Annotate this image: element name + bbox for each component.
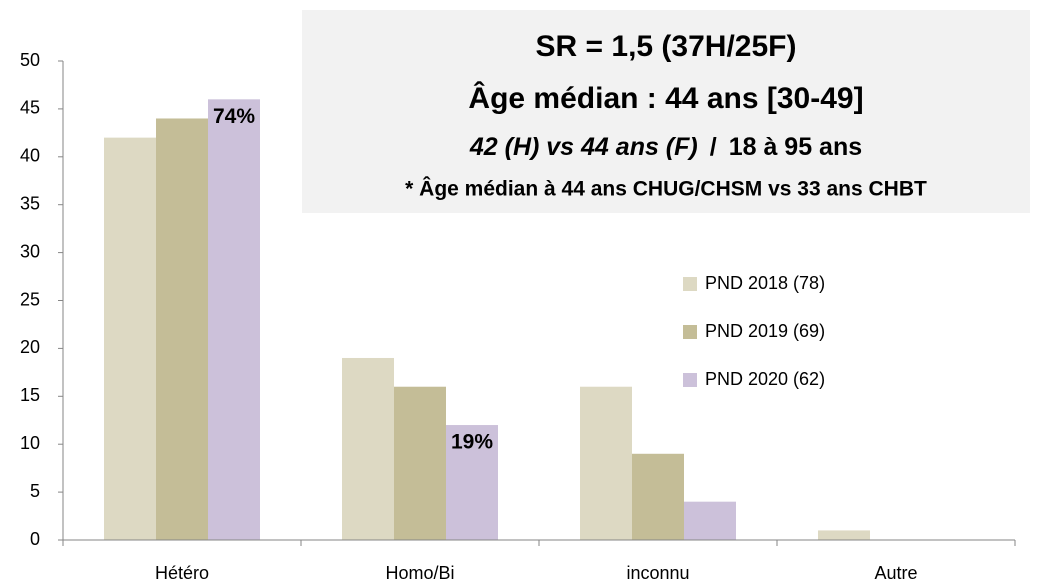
- bar: [632, 453, 684, 540]
- legend-label: PND 2020 (62): [705, 369, 825, 389]
- y-tick-label: 15: [20, 385, 40, 405]
- note-line: Âge médian : 44 ans [30-49]: [468, 81, 863, 115]
- bar: [446, 425, 498, 540]
- y-tick-label: 5: [30, 481, 40, 501]
- bar: [342, 357, 394, 540]
- note-part: 42 (H) vs 44 ans (F): [469, 133, 698, 161]
- note-part: 18 à 95 ans: [729, 133, 862, 161]
- annotation: 19%: [451, 431, 493, 454]
- note-part: /: [710, 133, 717, 161]
- note-line: 42 (H) vs 44 ans (F) / 18 à 95 ans: [469, 133, 862, 161]
- x-tick-label: inconnu: [626, 563, 689, 583]
- legend-swatch: [683, 277, 697, 291]
- bar: [818, 530, 870, 540]
- y-tick-label: 30: [20, 241, 40, 261]
- legend-swatch: [683, 373, 697, 387]
- y-tick-label: 40: [20, 146, 40, 166]
- y-tick-label: 10: [20, 433, 40, 453]
- y-tick-label: 50: [20, 50, 40, 70]
- x-tick-label: Hétéro: [155, 563, 209, 583]
- x-tick-label: Autre: [874, 563, 917, 583]
- legend-swatch: [683, 325, 697, 339]
- bar: [156, 118, 208, 540]
- y-tick-label: 20: [20, 337, 40, 357]
- bar: [394, 386, 446, 540]
- y-tick-label: 25: [20, 289, 40, 309]
- x-tick-label: Homo/Bi: [385, 563, 454, 583]
- legend-label: PND 2018 (78): [705, 273, 825, 293]
- note-line: SR = 1,5 (37H/25F): [536, 30, 797, 63]
- y-tick-label: 0: [30, 529, 40, 549]
- note-line: * Âge médian à 44 ans CHUG/CHSM vs 33 an…: [405, 177, 927, 201]
- bar: [208, 99, 260, 540]
- bar: [104, 137, 156, 540]
- legend-label: PND 2019 (69): [705, 321, 825, 341]
- y-tick-label: 45: [20, 98, 40, 118]
- bar: [580, 386, 632, 540]
- annotation: 74%: [213, 105, 255, 128]
- y-tick-label: 35: [20, 193, 40, 213]
- bar: [684, 501, 736, 540]
- note-box: [302, 10, 1030, 213]
